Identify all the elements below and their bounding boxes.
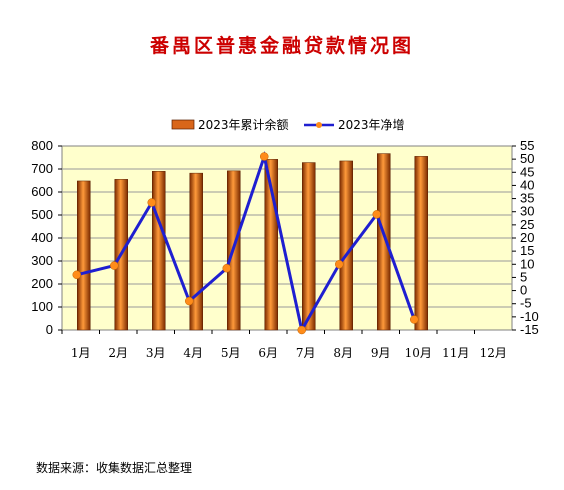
x-tick-label: 8月 — [333, 346, 353, 360]
y-left-tick-label: 0 — [46, 322, 53, 337]
line-point — [147, 198, 156, 207]
y-right-tick-label: 40 — [520, 177, 534, 192]
bar — [414, 156, 428, 331]
y-right-tick-label: 45 — [520, 164, 534, 179]
y-right-tick-label: 35 — [520, 191, 534, 206]
bar — [339, 160, 353, 331]
x-axis: 1月 2月 3月 4月 5月 6月 7月 8月 9月 10月 11月 12月 — [61, 330, 507, 360]
gridlines — [62, 168, 512, 308]
x-tick-label: 7月 — [296, 346, 316, 360]
y-left-tick-label: 600 — [31, 184, 53, 199]
legend-bar-swatch — [171, 119, 195, 130]
line-point — [72, 270, 81, 280]
x-tick-label: 4月 — [183, 346, 203, 360]
line-path — [76, 150, 416, 335]
x-tick-label: 1月 — [71, 346, 91, 360]
bar — [152, 171, 166, 331]
legend-line-marker — [316, 122, 322, 128]
y-axis-left: 0 100 200 300 400 500 600 700 800 — [31, 138, 62, 337]
y-right-tick-label: 5 — [520, 269, 527, 284]
y-left-tick-label: 200 — [31, 276, 53, 291]
y-right-tick-label: 25 — [520, 217, 534, 232]
y-right-tick-label: -10 — [520, 309, 539, 324]
line-point — [297, 325, 306, 335]
legend: 2023年累计余额 2023年净增 — [171, 117, 405, 132]
y-right-tick-label: 0 — [520, 283, 527, 298]
y-right-tick-label: 20 — [520, 230, 534, 245]
y-right-tick-label: 30 — [520, 204, 534, 219]
y-left-tick-label: 100 — [31, 299, 53, 314]
y-right-tick-label: -5 — [520, 296, 532, 311]
y-left-tick-label: 300 — [31, 253, 53, 268]
y-right-tick-label: 15 — [520, 243, 534, 258]
line-point — [410, 315, 419, 324]
line-point — [185, 296, 194, 306]
x-tick-label: 3月 — [146, 346, 166, 360]
line-point — [335, 260, 344, 269]
y-left-tick-label: 700 — [31, 161, 53, 176]
x-tick-label: 2月 — [108, 346, 128, 360]
line-series — [72, 150, 419, 335]
legend-bar-label: 2023年累计余额 — [198, 117, 289, 132]
y-left-tick-label: 400 — [31, 230, 53, 245]
x-tick-label: 9月 — [371, 346, 391, 360]
source-note: 数据来源：收集数据汇总整理 — [36, 461, 193, 475]
line-point — [372, 210, 381, 219]
y-left-tick-label: 800 — [31, 138, 53, 153]
x-tick-label: 11月 — [442, 346, 469, 360]
chart-title: 番禺区普惠金融贷款情况图 — [149, 34, 414, 57]
x-tick-label: 12月 — [480, 346, 507, 360]
y-right-tick-label: 50 — [520, 151, 534, 166]
bar — [377, 153, 391, 331]
line-point — [222, 263, 231, 273]
y-right-tick-label: -15 — [520, 322, 539, 337]
x-tick-label: 5月 — [221, 346, 241, 360]
y-right-tick-label: 55 — [520, 138, 534, 153]
x-tick-label: 10月 — [405, 346, 432, 360]
bar — [77, 180, 91, 331]
line-point — [110, 261, 119, 270]
x-tick-label: 6月 — [258, 346, 278, 360]
y-left-tick-label: 500 — [31, 207, 53, 222]
bar — [302, 162, 316, 331]
y-right-tick-label: 10 — [520, 256, 534, 271]
line-point — [260, 152, 269, 161]
legend-line-label: 2023年净增 — [338, 118, 405, 132]
bar — [189, 172, 203, 331]
